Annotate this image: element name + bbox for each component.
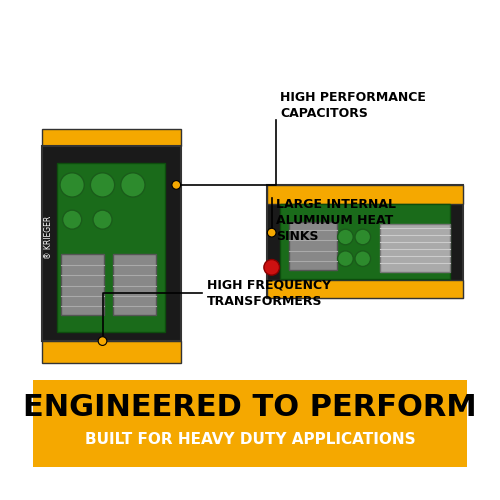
Circle shape — [60, 173, 84, 197]
Bar — [113, 254, 156, 315]
Circle shape — [338, 229, 353, 245]
Bar — [268, 185, 462, 298]
Circle shape — [90, 173, 114, 197]
Circle shape — [268, 228, 276, 237]
Bar — [61, 254, 104, 315]
Text: 3000W INVERTER: 3000W INVERTER — [341, 284, 422, 294]
Bar — [42, 128, 180, 146]
Bar — [42, 341, 180, 363]
Circle shape — [98, 337, 107, 345]
Circle shape — [338, 251, 353, 266]
Circle shape — [93, 210, 112, 229]
Circle shape — [62, 210, 82, 229]
Bar — [58, 163, 165, 332]
Bar — [33, 380, 467, 467]
Circle shape — [355, 251, 370, 266]
Circle shape — [120, 173, 145, 197]
Text: ® KRIEGER: ® KRIEGER — [44, 216, 53, 258]
Text: LARGE INTERNAL
ALUMINUM HEAT
SINKS: LARGE INTERNAL ALUMINUM HEAT SINKS — [276, 198, 396, 243]
Bar — [42, 146, 180, 341]
Circle shape — [172, 180, 180, 190]
Text: BUILT FOR HEAVY DUTY APPLICATIONS: BUILT FOR HEAVY DUTY APPLICATIONS — [84, 432, 415, 446]
Text: ENGINEERED TO PERFORM: ENGINEERED TO PERFORM — [23, 394, 477, 422]
Text: HIGH FREQUENCY
TRANSFORMERS: HIGH FREQUENCY TRANSFORMERS — [206, 279, 331, 308]
Bar — [268, 185, 462, 204]
Bar — [280, 204, 450, 279]
Bar — [289, 222, 337, 270]
Circle shape — [264, 260, 280, 275]
Bar — [268, 280, 462, 297]
Circle shape — [355, 229, 370, 245]
Text: HIGH PERFORMANCE
CAPACITORS: HIGH PERFORMANCE CAPACITORS — [280, 91, 426, 120]
Bar — [380, 224, 450, 272]
